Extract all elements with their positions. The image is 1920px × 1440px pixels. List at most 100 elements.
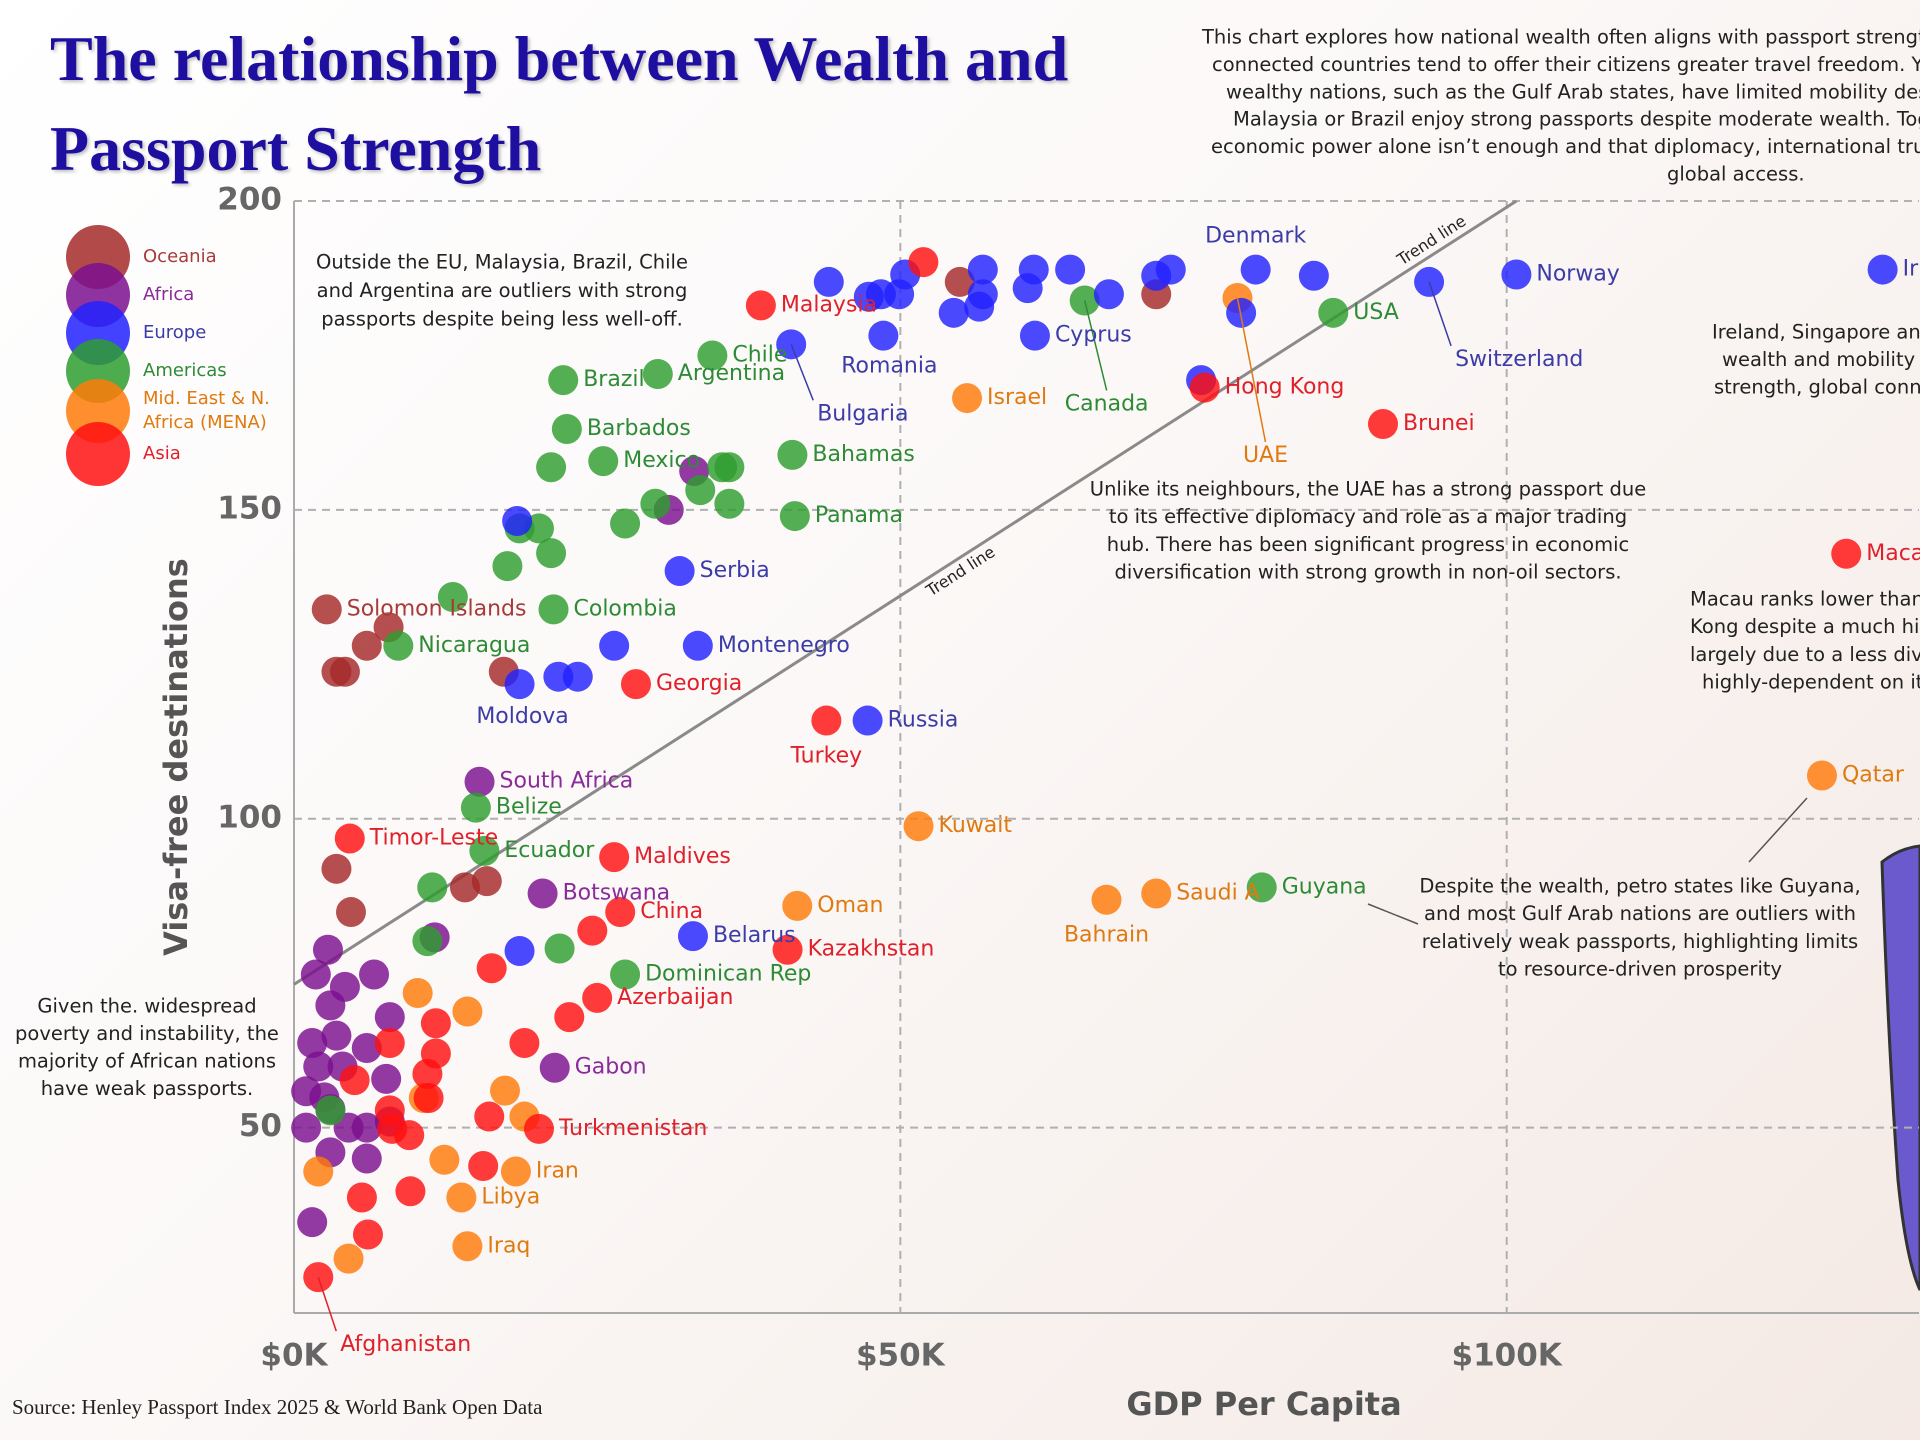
y-tick-label: 150 [217, 490, 282, 526]
point [1831, 538, 1862, 569]
point [413, 1083, 444, 1114]
point [371, 1063, 402, 1094]
point [1246, 872, 1277, 903]
point [374, 1002, 405, 1033]
point [544, 933, 575, 964]
title: The relationship between Wealth and Pass… [50, 23, 1069, 184]
annotation-text: and most Gulf Arab nations are outliers … [1424, 902, 1856, 925]
point [782, 890, 813, 921]
point-label: Kuwait [939, 813, 1013, 838]
point [420, 1008, 451, 1039]
legend-label: Oceania [143, 246, 217, 267]
point-label: Iraq [487, 1233, 530, 1258]
point [952, 383, 983, 414]
point-label: Ecuador [504, 838, 595, 863]
point [967, 254, 998, 285]
point-label: Panama [815, 503, 903, 528]
point [536, 538, 567, 569]
point [903, 811, 934, 842]
point-label: Ir [1903, 257, 1919, 282]
point [1367, 409, 1398, 440]
label-leader [1428, 281, 1452, 347]
point-label: Brunei [1403, 411, 1475, 436]
point [908, 247, 939, 278]
point-label: Qatar [1842, 763, 1905, 788]
annotation-leader [1748, 797, 1808, 863]
point-label: Switzerland [1455, 347, 1583, 372]
point [1867, 254, 1898, 285]
point [476, 953, 507, 984]
point [351, 1032, 382, 1063]
annotation-text: Despite the wealth, petro states like Gu… [1419, 875, 1860, 898]
point [610, 959, 641, 990]
point [682, 630, 713, 661]
point [351, 1143, 382, 1174]
point [383, 630, 414, 661]
point [1806, 760, 1837, 791]
point [868, 320, 899, 351]
point [504, 935, 535, 966]
point [402, 977, 433, 1008]
annotation-text: relatively weak passports, highlighting … [1422, 930, 1858, 953]
point [468, 1150, 499, 1181]
point-label: Nicaragua [418, 633, 530, 658]
point [469, 835, 500, 866]
point-label: Canada [1065, 391, 1149, 416]
point [464, 766, 495, 797]
point-label: Libya [481, 1184, 540, 1209]
point [297, 1207, 328, 1238]
point-label: South Africa [500, 769, 634, 794]
point [471, 866, 502, 897]
legend-label: Americas [143, 360, 227, 381]
point-label: Georgia [656, 671, 742, 696]
point-label: Colombia [574, 596, 677, 621]
point-label: USA [1353, 300, 1399, 325]
point [474, 1101, 505, 1132]
source: Source: Henley Passport Index 2025 & Wor… [12, 1395, 543, 1419]
point-label: Bahrain [1064, 923, 1149, 948]
legend-label: Asia [143, 443, 181, 464]
annotation-text: and Argentina are outliers with strong [317, 279, 688, 302]
annotation-text: connected countries tend to offer their … [1212, 53, 1920, 76]
point [412, 926, 443, 957]
annotation-text: have weak passports. [41, 1077, 253, 1100]
point-label: Botswana [563, 881, 671, 906]
annotation-text: Ireland, Singapore an [1712, 321, 1920, 344]
point-label: Chile [732, 342, 787, 367]
point [811, 705, 842, 736]
point [303, 1156, 334, 1187]
legend-item: Asia [66, 422, 306, 486]
point [412, 1058, 443, 1089]
point-label: Argentina [678, 361, 785, 386]
point-label: Iran [536, 1159, 579, 1184]
point [1318, 297, 1349, 328]
point [1055, 254, 1086, 285]
point [500, 1156, 531, 1187]
point [1093, 279, 1124, 310]
point [352, 1219, 383, 1250]
annotation-text: diversification with strong growth in no… [1114, 561, 1621, 584]
point [437, 581, 468, 612]
point [297, 1028, 328, 1059]
x-axis-title: GDP Per Capita [1126, 1385, 1401, 1423]
point [374, 1028, 405, 1059]
point-label: Maldives [634, 844, 731, 869]
point [452, 1231, 483, 1262]
point [677, 921, 708, 952]
point [779, 501, 810, 532]
point [509, 1028, 540, 1059]
point-label: China [640, 899, 703, 924]
point-label: Belarus [713, 923, 796, 948]
point [300, 959, 331, 990]
annotation-text: Kong despite a much hig [1690, 615, 1920, 638]
point [311, 594, 342, 625]
point [967, 279, 998, 310]
point [538, 594, 569, 625]
point-label: Gabon [575, 1055, 647, 1080]
point-label: Guyana [1282, 874, 1367, 899]
point [697, 340, 728, 371]
annotation-text: largely due to a less dive [1690, 643, 1920, 666]
point-label: Hong Kong [1225, 375, 1345, 400]
point-label: Barbados [587, 416, 691, 441]
